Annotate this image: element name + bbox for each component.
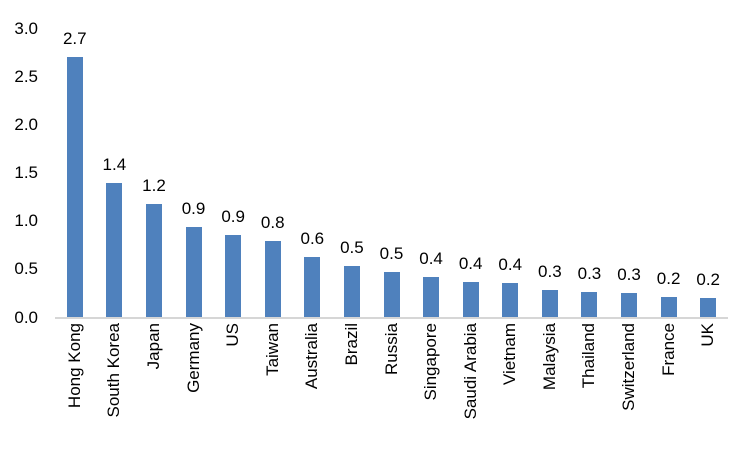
x-axis-category-label: France — [658, 323, 678, 376]
bar-value-label: 2.7 — [62, 29, 87, 49]
x-axis-category-label: Switzerland — [619, 323, 639, 411]
bar-value-label: 0.9 — [221, 206, 245, 226]
x-axis-category-label: US — [223, 323, 243, 347]
bar-saudi-arabia — [462, 281, 479, 318]
y-axis-tick-label: 3.0 — [14, 18, 38, 38]
bar-switzerland — [621, 293, 638, 318]
bar-singapore — [423, 277, 440, 318]
bar-brazil — [343, 266, 360, 318]
bar-value-label: 0.3 — [538, 261, 562, 281]
bar-value-label: 1.4 — [102, 154, 127, 174]
bar-australia — [304, 256, 321, 318]
bar-value-label: 0.3 — [577, 264, 602, 284]
bar-france — [660, 297, 677, 318]
bar-malaysia — [541, 289, 558, 318]
x-axis-line — [55, 316, 728, 319]
y-axis-tick-label: 1.0 — [14, 211, 38, 231]
x-axis-category-label: Japan — [143, 323, 163, 370]
x-axis-category-label: Taiwan — [262, 323, 282, 376]
x-axis-category-label: Singapore — [421, 323, 441, 401]
y-axis-tick-label: 2.5 — [14, 66, 38, 86]
bar-germany — [185, 226, 202, 318]
x-axis-category-label: Malaysia — [539, 323, 559, 391]
bar-value-label: 0.5 — [340, 238, 364, 258]
x-axis-category-label: South Korea — [104, 323, 124, 418]
bar-value-label: 0.2 — [656, 269, 681, 289]
bar-uk — [700, 298, 717, 318]
x-axis-category-label: Brazil — [341, 323, 361, 366]
y-axis-tick-label: 1.5 — [14, 163, 38, 183]
bar-value-label: 0.8 — [260, 213, 285, 233]
y-axis-tick-label: 2.0 — [14, 114, 38, 134]
bar-value-label: 0.2 — [696, 270, 721, 290]
x-axis-category-label: UK — [698, 323, 718, 347]
x-axis-category-label: Hong Kong — [64, 323, 84, 409]
x-axis-category-label: Russia — [381, 323, 401, 375]
bar-value-label: 1.2 — [142, 175, 166, 195]
bar-vietnam — [502, 282, 519, 318]
bar-thailand — [581, 292, 598, 318]
bar-taiwan — [264, 241, 281, 318]
bar-value-label: 0.4 — [419, 249, 443, 269]
bar-russia — [383, 272, 400, 318]
bar-value-label: 0.9 — [181, 198, 206, 218]
bar-us — [225, 234, 242, 318]
x-axis-category-label: Germany — [183, 323, 203, 393]
x-axis-category-label: Australia — [302, 323, 322, 390]
bar-hong-kong — [66, 57, 83, 318]
x-axis-category-label: Thailand — [579, 323, 599, 389]
bar-value-label: 0.3 — [617, 265, 641, 285]
x-axis-category-label: Saudi Arabia — [460, 323, 480, 420]
bar-value-label: 0.6 — [300, 228, 325, 248]
y-axis-tick-label: 0.0 — [14, 307, 38, 327]
bar-south-korea — [106, 182, 123, 318]
bar-value-label: 0.4 — [458, 253, 483, 273]
bar-japan — [145, 203, 162, 318]
bar-value-label: 0.4 — [498, 254, 523, 274]
x-axis-category-label: Vietnam — [500, 323, 520, 386]
y-axis-tick-label: 0.5 — [14, 259, 38, 279]
bar-value-label: 0.5 — [379, 244, 404, 264]
